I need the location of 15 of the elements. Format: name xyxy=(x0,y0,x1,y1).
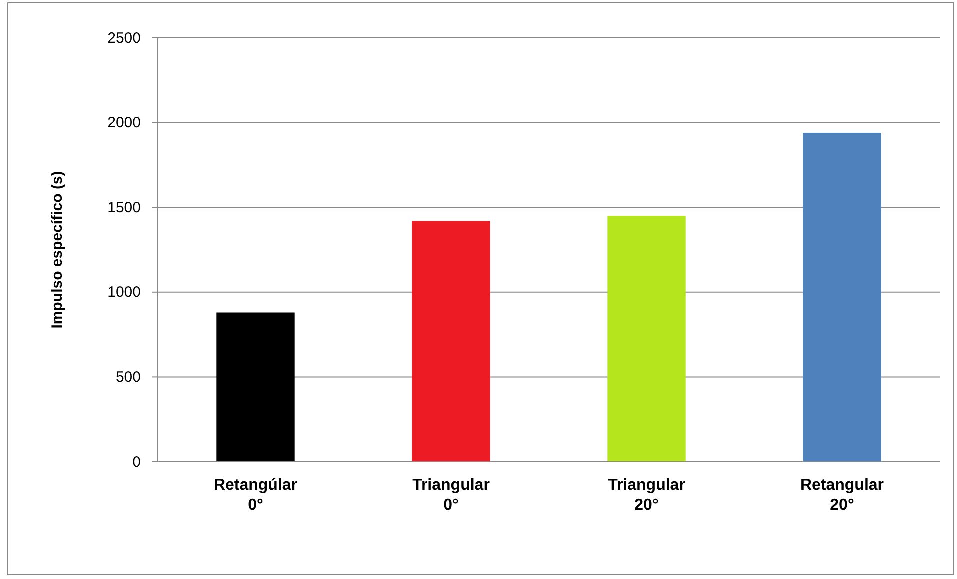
y-tick-label: 500 xyxy=(116,369,141,386)
y-tick-label: 2500 xyxy=(108,30,141,47)
x-tick-label: Retangular 20° xyxy=(800,477,884,514)
y-tick-label: 2000 xyxy=(108,114,141,132)
bar xyxy=(803,132,882,462)
x-tick-label: Triangular 20° xyxy=(608,477,686,514)
bar xyxy=(412,221,490,462)
y-tick-label: 1500 xyxy=(108,199,141,216)
bar xyxy=(216,312,295,462)
x-tick-label: Triangular 0° xyxy=(412,477,490,514)
y-tick-label: 1000 xyxy=(108,284,141,302)
bar xyxy=(608,216,686,462)
x-tick-label: Retangúlar 0° xyxy=(214,477,298,514)
y-tick-label: 0 xyxy=(132,454,141,471)
y-axis-title: Impulso específico (s) xyxy=(49,171,66,329)
